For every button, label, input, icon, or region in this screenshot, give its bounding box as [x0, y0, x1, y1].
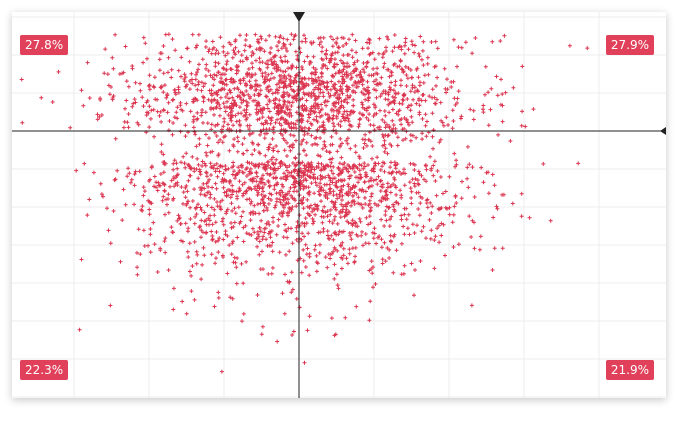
- scatter-point-markers: [19, 32, 590, 374]
- quadrant-label-bottom-right: 21.9%: [605, 360, 654, 380]
- scatter-plot: [12, 12, 666, 398]
- quadrant-label-top-right: 27.9%: [605, 35, 654, 55]
- y-axis-handle-icon[interactable]: [293, 12, 305, 22]
- quadrant-label-bottom-left: 22.3%: [20, 360, 69, 380]
- scatter-points: [19, 32, 590, 374]
- quadrant-label-top-left: 27.8%: [20, 35, 69, 55]
- x-axis-handle-icon[interactable]: [660, 127, 666, 135]
- scatter-chart-card: 27.8% 27.9% 22.3% 21.9%: [12, 12, 666, 398]
